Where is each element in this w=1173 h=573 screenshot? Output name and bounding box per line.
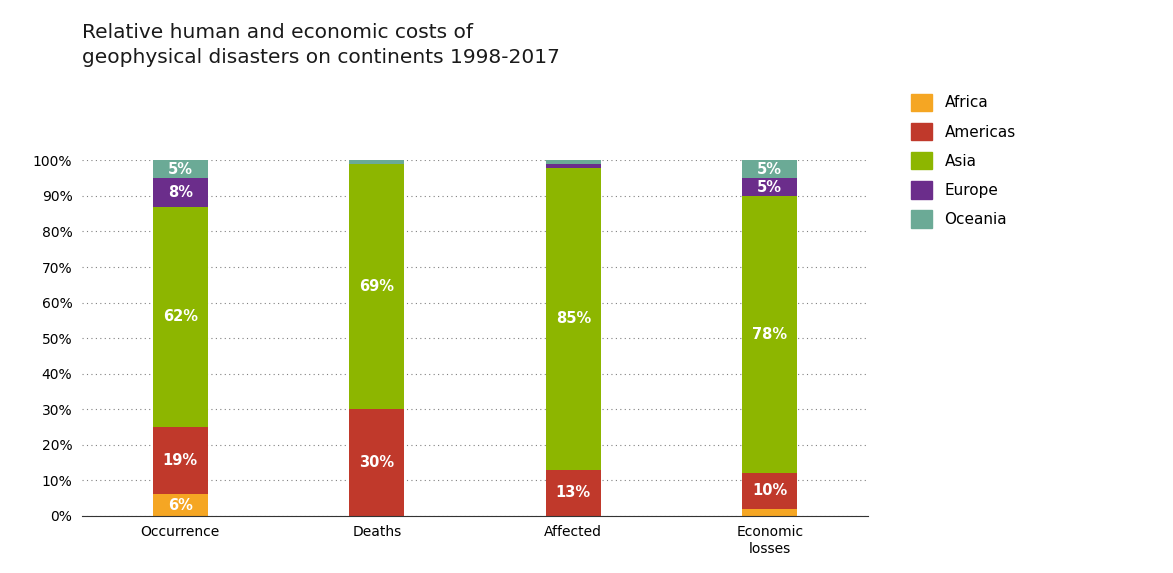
Text: 62%: 62% bbox=[163, 309, 198, 324]
Text: 69%: 69% bbox=[359, 279, 394, 294]
Bar bbox=[743, 196, 798, 473]
Text: 5%: 5% bbox=[758, 179, 782, 195]
Bar bbox=[152, 494, 208, 516]
Text: 5%: 5% bbox=[758, 162, 782, 177]
Bar bbox=[743, 178, 798, 196]
Bar bbox=[152, 427, 208, 494]
Bar bbox=[152, 160, 208, 178]
Text: 13%: 13% bbox=[556, 485, 591, 500]
Bar bbox=[350, 164, 405, 409]
Text: Relative human and economic costs of
geophysical disasters on continents 1998-20: Relative human and economic costs of geo… bbox=[82, 23, 560, 67]
Bar bbox=[545, 167, 601, 469]
Legend: Africa, Americas, Asia, Europe, Oceania: Africa, Americas, Asia, Europe, Oceania bbox=[911, 93, 1016, 227]
Text: 10%: 10% bbox=[752, 484, 787, 499]
Bar bbox=[545, 160, 601, 164]
Bar bbox=[545, 469, 601, 516]
Bar bbox=[545, 164, 601, 167]
Text: 19%: 19% bbox=[163, 453, 198, 468]
Bar bbox=[350, 160, 405, 164]
Text: 30%: 30% bbox=[359, 455, 394, 470]
Bar bbox=[743, 509, 798, 516]
Bar bbox=[152, 178, 208, 207]
Text: 8%: 8% bbox=[168, 185, 192, 200]
Bar bbox=[743, 473, 798, 509]
Text: 5%: 5% bbox=[168, 162, 192, 177]
Bar bbox=[350, 409, 405, 516]
Bar bbox=[743, 160, 798, 178]
Bar bbox=[152, 207, 208, 427]
Text: 85%: 85% bbox=[556, 311, 591, 326]
Text: 6%: 6% bbox=[168, 497, 192, 512]
Text: 78%: 78% bbox=[752, 327, 787, 342]
